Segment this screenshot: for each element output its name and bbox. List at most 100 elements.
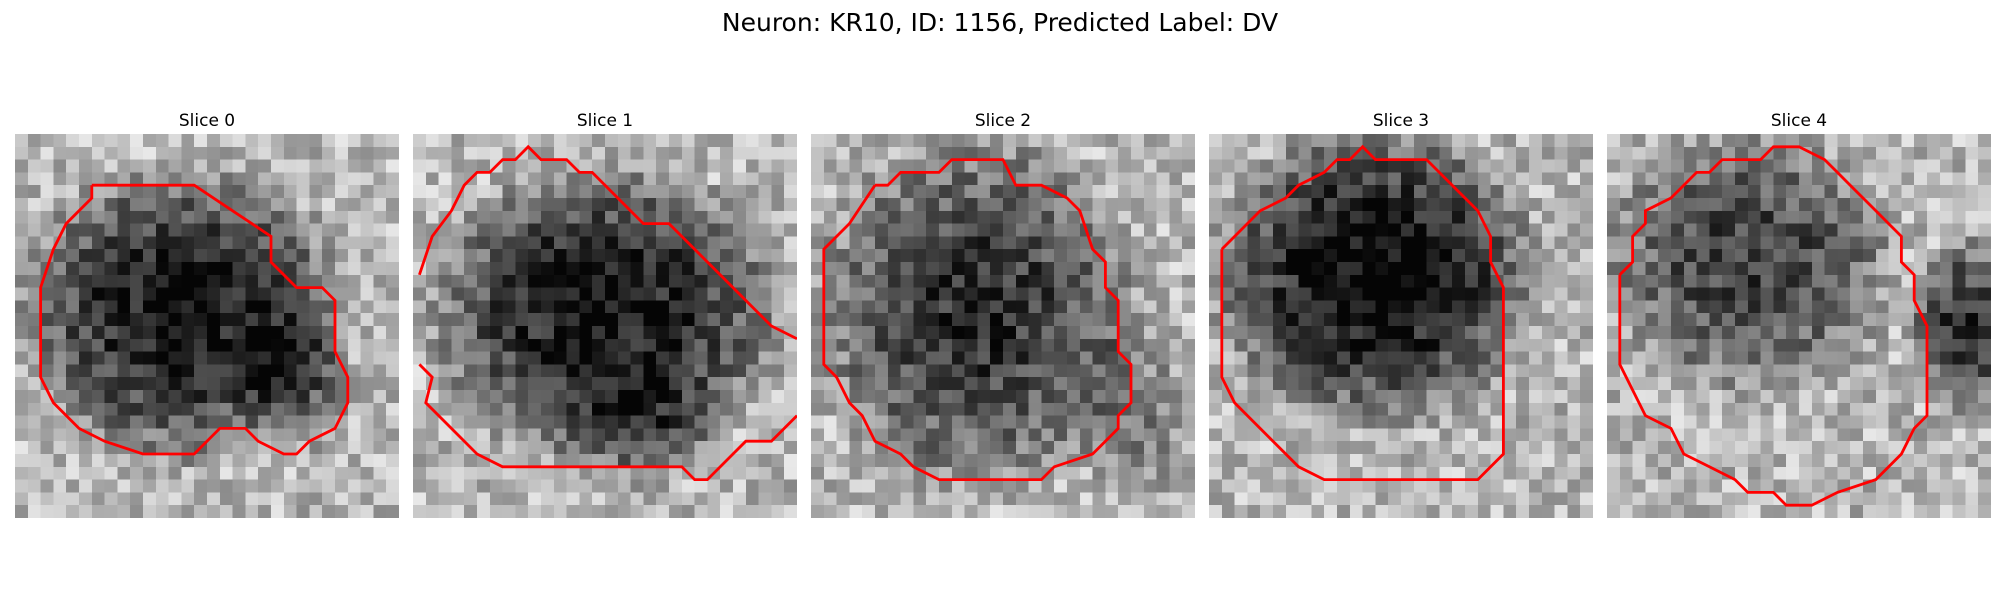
pixel [79, 505, 93, 518]
pixel [1760, 428, 1774, 442]
pixel [117, 428, 131, 442]
pixel [1182, 223, 1195, 237]
pixel [1914, 479, 1928, 493]
pixel [1529, 479, 1543, 493]
pixel [1247, 185, 1261, 199]
pixel [1773, 505, 1787, 518]
pixel [1671, 223, 1685, 237]
pixel [1529, 223, 1543, 237]
pixel [296, 159, 310, 173]
pixel [1003, 390, 1017, 404]
pixel [296, 364, 310, 378]
pixel [1477, 415, 1491, 429]
pixel [1311, 390, 1325, 404]
pixel [1722, 159, 1736, 173]
pixel [913, 134, 927, 148]
pixel [1863, 236, 1877, 250]
pixel [130, 313, 144, 327]
pixel [1247, 466, 1261, 480]
pixel [1465, 300, 1479, 314]
pixel [733, 198, 747, 212]
pixel [1105, 172, 1119, 186]
pixel [347, 492, 361, 506]
pixel [1837, 236, 1851, 250]
pixel [656, 364, 670, 378]
pixel [630, 300, 644, 314]
pixel [1658, 377, 1672, 391]
pixel [643, 274, 657, 288]
pixel [964, 172, 978, 186]
pixel [1477, 351, 1491, 365]
pixel [1645, 377, 1659, 391]
pixel [66, 274, 80, 288]
pixel [1273, 479, 1287, 493]
pixel [53, 326, 67, 340]
pixel [1645, 351, 1659, 365]
pixel [630, 505, 644, 518]
pixel [900, 313, 914, 327]
pixel [79, 210, 93, 224]
pixel [1413, 249, 1427, 263]
pixel [360, 441, 374, 455]
pixel [656, 415, 670, 429]
pixel [875, 236, 889, 250]
pixel [245, 249, 259, 263]
pixel [745, 441, 759, 455]
pixel [489, 466, 503, 480]
pixel [1837, 351, 1851, 365]
pixel [528, 236, 542, 250]
pixel [707, 185, 721, 199]
pixel [143, 402, 157, 416]
pixel [1516, 326, 1530, 340]
pixel [681, 351, 695, 365]
pixel [53, 415, 67, 429]
pixel [309, 479, 323, 493]
pixel [1696, 249, 1710, 263]
pixel [811, 287, 825, 301]
pixel [900, 364, 914, 378]
pixel [1658, 338, 1672, 352]
pixel [990, 351, 1004, 365]
pixel [1863, 262, 1877, 276]
pixel [451, 351, 465, 365]
pixel [566, 210, 580, 224]
pixel [1324, 326, 1338, 340]
pixel [1901, 466, 1915, 480]
pixel [964, 300, 978, 314]
pixel [1273, 364, 1287, 378]
pixel [1824, 287, 1838, 301]
pixel [322, 262, 336, 276]
pixel [1285, 287, 1299, 301]
pixel [605, 313, 619, 327]
pixel [271, 454, 285, 468]
pixel [104, 415, 118, 429]
pixel [887, 390, 901, 404]
pixel [258, 210, 272, 224]
pixel [1015, 134, 1029, 148]
pixel [1337, 454, 1351, 468]
pixel [502, 428, 516, 442]
pixel [1901, 505, 1915, 518]
pixel [1735, 454, 1749, 468]
pixel [1041, 249, 1055, 263]
pixel [66, 402, 80, 416]
pixel [1529, 326, 1543, 340]
pixel [104, 159, 118, 173]
pixel [1580, 364, 1593, 378]
pixel [1105, 402, 1119, 416]
pixel [1580, 287, 1593, 301]
pixel [386, 159, 399, 173]
pixel [926, 338, 940, 352]
pixel [1735, 338, 1749, 352]
pixel [155, 428, 169, 442]
pixel [977, 313, 991, 327]
pixel [758, 454, 772, 468]
pixel [1709, 223, 1723, 237]
pixel [1541, 172, 1555, 186]
pixel [1324, 415, 1338, 429]
pixel [1477, 236, 1491, 250]
pixel [964, 492, 978, 506]
pixel [1619, 223, 1633, 237]
pixel [951, 300, 965, 314]
pixel [373, 466, 387, 480]
